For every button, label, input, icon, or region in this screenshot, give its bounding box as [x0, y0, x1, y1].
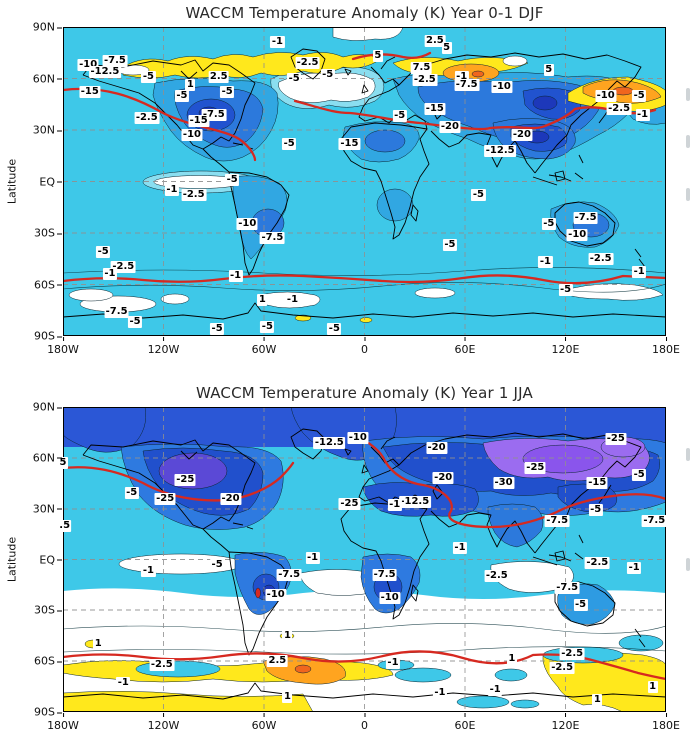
x-tick-0: 0: [361, 337, 368, 356]
y-axis-label-djf: Latitude: [5, 158, 19, 205]
crop-artifact: [686, 448, 690, 461]
y-tick-EQ: EQ: [39, 553, 62, 566]
y-tick-EQ: EQ: [39, 175, 62, 188]
crop-artifact: [686, 88, 690, 101]
y-tick-90N: 90N: [32, 400, 63, 414]
chart-title-djf: WACCM Temperature Anomaly (K) Year 0-1 D…: [185, 4, 544, 22]
y-tick-60S: 60S: [34, 654, 62, 668]
y-tick-90S: 90S: [34, 329, 62, 343]
x-tick-0: 0: [361, 713, 368, 732]
map-canvas-jja: [63, 407, 666, 712]
x-tick-60E: 60E: [454, 337, 476, 356]
x-tick-60W: 60W: [251, 713, 277, 732]
y-axis-label-jja: Latitude: [5, 536, 19, 583]
y-tick-60S: 60S: [34, 278, 62, 291]
x-tick-180W: 180W: [47, 713, 79, 732]
highlight-contour-red: [63, 431, 666, 681]
y-tick-90S: 90S: [34, 705, 62, 719]
chart-title-jja: WACCM Temperature Anomaly (K) Year 1 JJA: [195, 384, 533, 402]
y-tick-30N: 30N: [32, 502, 63, 516]
y-tick-30N: 30N: [32, 123, 63, 137]
x-tick-120W: 120W: [147, 337, 180, 356]
x-tick-60W: 60W: [251, 337, 277, 356]
crop-artifact: [686, 188, 690, 201]
y-tick-30S: 30S: [34, 603, 62, 617]
x-tick-120E: 120E: [551, 713, 580, 732]
coastlines: [63, 48, 666, 320]
map-canvas-djf: [63, 27, 666, 336]
x-tick-180E: 180E: [652, 337, 680, 356]
map-plot-djf: -10 -7.5 -12.5 -15 -5 2.5 1 -5 -5 -2.5 -7.5 -15 -10-…: [33, 21, 680, 357]
x-tick-180W: 180W: [47, 337, 79, 356]
y-tick-60N: 60N: [32, 72, 63, 85]
y-tick-90N: 90N: [32, 20, 63, 34]
x-tick-120E: 120E: [551, 337, 580, 356]
x-tick-120W: 120W: [147, 713, 180, 732]
x-tick-180E: 180E: [652, 713, 680, 732]
crop-artifact: [686, 558, 690, 571]
crop-artifact: [686, 135, 690, 148]
coastlines: [63, 428, 666, 700]
x-tick-60E: 60E: [454, 713, 476, 732]
y-tick-60N: 60N: [32, 451, 63, 465]
map-plot-jja: 5 -12.5 -10 -25 -5 -25 -20 -25 -20 -25 -25 -20 -30 -1…: [33, 401, 680, 733]
y-tick-30S: 30S: [34, 226, 62, 240]
